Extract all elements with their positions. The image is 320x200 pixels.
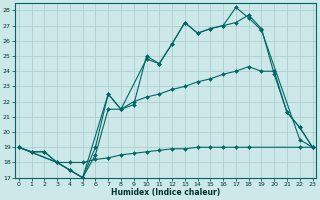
X-axis label: Humidex (Indice chaleur): Humidex (Indice chaleur) [111, 188, 220, 197]
